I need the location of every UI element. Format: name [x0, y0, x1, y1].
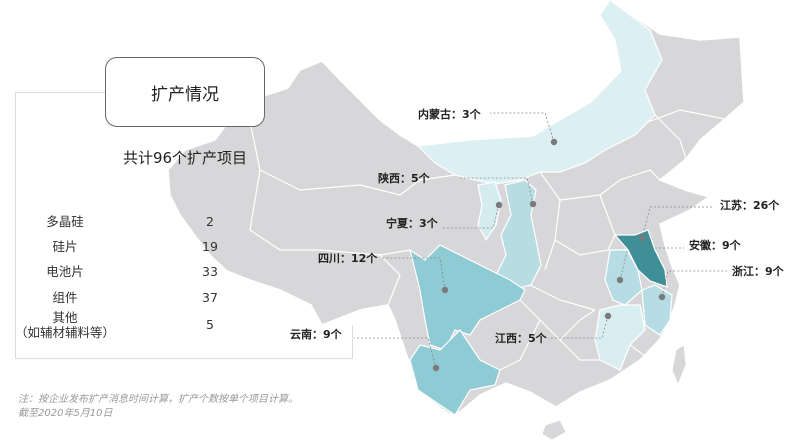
leader-line-ningxia: [442, 204, 500, 229]
region-yunnan: [409, 329, 501, 416]
region-sichuan: [409, 244, 526, 351]
label-zhejiang: 浙江：9个: [732, 265, 784, 278]
label-ningxia: 宁夏：3个: [386, 217, 438, 230]
label-jiangxi: 江西：5个: [495, 332, 547, 345]
row-label-main: 其他: [52, 310, 78, 325]
panel-title: 扩产情况: [105, 57, 265, 127]
taiwan-island: [671, 344, 687, 387]
leader-line-jiangsu: [641, 206, 714, 239]
marker-dot-jiangxi: [604, 312, 612, 320]
label-neimenggu: 内蒙古：3个: [418, 108, 481, 121]
label-shaanxi: 陕西：5个: [378, 172, 430, 185]
row-label: 其他 （如辅材辅料等）: [10, 310, 120, 340]
row-value: 37: [202, 290, 218, 305]
region-anhui: [604, 249, 643, 306]
total-projects: 共计96个扩产项目: [122, 149, 248, 167]
label-yunnan: 云南：9个: [290, 328, 342, 341]
row-label: 电池片: [46, 264, 84, 279]
panel-title-text: 扩产情况: [151, 84, 219, 105]
hainan-island: [541, 419, 567, 441]
row-value: 33: [202, 264, 218, 279]
marker-dot-shaanxi: [529, 200, 537, 208]
leader-line-yunnan: [354, 337, 437, 369]
leader-line-zhejiang: [661, 270, 727, 298]
marker-dot-anhui: [616, 276, 624, 284]
leader-line-shaanxi: [458, 177, 534, 205]
row-label: 多晶硅: [46, 214, 84, 229]
label-anhui: 安徽：9个: [689, 239, 741, 252]
row-label: 硅片: [52, 239, 78, 254]
marker-dot-ningxia: [495, 201, 503, 209]
region-shaanxi: [495, 179, 542, 291]
marker-dot-neimenggu: [550, 138, 558, 146]
region-ningxia: [477, 181, 502, 242]
marker-dot-jiangsu: [638, 234, 646, 242]
row-label-sub: （如辅材辅料等）: [14, 325, 115, 340]
label-sichuan: 四川：12个: [318, 252, 378, 265]
row-value: 2: [206, 214, 214, 229]
panel-border-left: [15, 92, 16, 359]
region-jiangxi: [594, 304, 646, 371]
marker-dot-yunnan: [432, 364, 440, 372]
row-label: 组件: [52, 290, 78, 305]
footnote-line1: 注：按企业发布扩产消息时间计算，扩产个数按单个项目计算。: [18, 394, 298, 405]
row-value: 19: [202, 239, 218, 254]
panel-border-bottom: [15, 358, 353, 359]
panel-border-top: [15, 92, 105, 93]
leader-line-anhui: [619, 247, 684, 281]
marker-dot-sichuan: [441, 286, 449, 294]
row-value: 5: [206, 317, 214, 332]
leader-line-sichuan: [382, 257, 446, 291]
footnote-line2: 截至2020年5月10日: [18, 408, 113, 419]
panel-border-right: [352, 325, 353, 359]
marker-dot-zhejiang: [658, 293, 666, 301]
label-jiangsu: 江苏：26个: [720, 199, 780, 212]
